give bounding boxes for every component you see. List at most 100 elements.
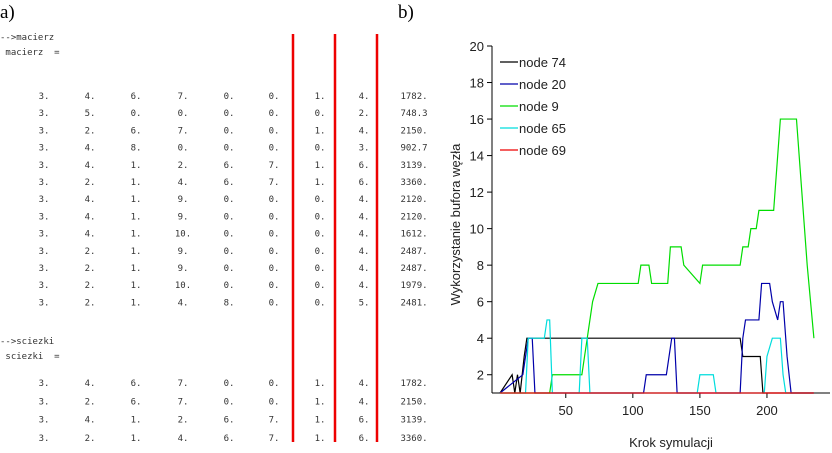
matrix-cell: 0. — [224, 212, 235, 222]
matrix-cell: 4. — [359, 264, 370, 274]
matrix-cell: 0. — [269, 144, 280, 154]
legend-label: node 69 — [519, 143, 566, 158]
matrix-cell: 4. — [178, 434, 189, 444]
matrix-cell: 0. — [269, 195, 280, 205]
matrix-cell: 4. — [85, 379, 96, 389]
matrix-cell: 3. — [39, 434, 50, 444]
matrix-cell: 0. — [224, 126, 235, 136]
matrix-cell: 1. — [131, 281, 142, 291]
matrix-cell: 0. — [315, 144, 326, 154]
console-name: macierz = — [0, 48, 60, 58]
matrix-cell: 3. — [39, 298, 50, 308]
matrix-cell: 3. — [39, 397, 50, 407]
legend-label: node 65 — [519, 121, 566, 136]
series-line — [499, 337, 814, 394]
matrix-cell: 0. — [224, 264, 235, 274]
matrix-cell: 0. — [315, 247, 326, 257]
matrix-cell: 6. — [224, 416, 235, 426]
matrix-cell: 6. — [224, 161, 235, 171]
x-axis-label: Krok symulacji — [629, 435, 713, 450]
matrix-cell: 1. — [131, 195, 142, 205]
matrix-cell: 7. — [178, 92, 189, 102]
y-tick-label: 10 — [470, 222, 484, 237]
matrix-cell: 7. — [178, 126, 189, 136]
console-prompt: -->sciezki — [0, 337, 54, 347]
matrix-cell: 4. — [359, 379, 370, 389]
matrix-cell: 1782. — [400, 92, 427, 102]
matrix-cell: 4. — [359, 397, 370, 407]
matrix-cell: 1. — [131, 247, 142, 257]
matrix-cell: 6. — [131, 397, 142, 407]
matrix-cell: 5. — [85, 109, 96, 119]
matrix-cell: 2. — [178, 161, 189, 171]
matrix-cell: 6. — [224, 434, 235, 444]
matrix-cell: 0. — [269, 298, 280, 308]
matrix-cell: 0. — [269, 264, 280, 274]
console-prompt: -->macierz — [0, 33, 54, 43]
matrix-cell: 3. — [359, 144, 370, 154]
matrix-cell: 4. — [359, 92, 370, 102]
matrix-cell: 1. — [131, 434, 142, 444]
matrix-cell: 3. — [39, 144, 50, 154]
matrix-cell: 3. — [39, 161, 50, 171]
matrix-cell: 2120. — [400, 212, 427, 222]
matrix-cell: 0. — [315, 298, 326, 308]
matrix-cell: 3360. — [400, 434, 427, 444]
matrix-cell: 0. — [315, 212, 326, 222]
matrix-cell: 0. — [315, 264, 326, 274]
matrix-cell: 6. — [131, 92, 142, 102]
matrix-cell: 0. — [315, 195, 326, 205]
matrix-cell: 7. — [269, 161, 280, 171]
series-line — [500, 118, 815, 394]
matrix-cell: 10. — [175, 230, 191, 240]
matrix-cell: 0. — [269, 92, 280, 102]
y-tick-label: 16 — [470, 112, 484, 127]
matrix-cell: 1. — [315, 178, 326, 188]
matrix-cell: 1. — [131, 264, 142, 274]
y-tick-label: 14 — [470, 149, 484, 164]
matrix-cell: 1. — [315, 379, 326, 389]
matrix-cell: 2. — [85, 178, 96, 188]
matrix-cell: 2. — [85, 434, 96, 444]
matrix-cell: 3. — [39, 264, 50, 274]
x-tick-label: 200 — [756, 403, 778, 418]
matrix-cell: 3. — [39, 281, 50, 291]
matrix-cell: 0. — [315, 230, 326, 240]
matrix-cell: 3. — [39, 247, 50, 257]
matrix-cell: 0. — [269, 109, 280, 119]
matrix-cell: 3. — [39, 178, 50, 188]
matrix-cell: 3. — [39, 230, 50, 240]
matrix-cell: 4. — [85, 144, 96, 154]
matrix-cell: 0. — [224, 230, 235, 240]
matrix-cell: 2150. — [400, 397, 427, 407]
matrix-cell: 2. — [85, 264, 96, 274]
matrix-cell: 0. — [269, 281, 280, 291]
y-tick-label: 20 — [470, 39, 484, 54]
matrix-cell: 1. — [315, 126, 326, 136]
x-tick-label: 100 — [622, 403, 644, 418]
matrix-cell: 4. — [359, 195, 370, 205]
matrix-cell: 0. — [315, 109, 326, 119]
matrix-cell: 2487. — [400, 264, 427, 274]
matrix-cell: 2. — [85, 281, 96, 291]
matrix-cell: 2. — [359, 109, 370, 119]
console-name: sciezki = — [0, 352, 60, 362]
matrix-cell: 0. — [224, 144, 235, 154]
matrix-cell: 902.7 — [400, 144, 427, 154]
y-axis-label: Wykorzystanie bufora węzła — [448, 143, 463, 305]
matrix-cell: 2. — [85, 126, 96, 136]
matrix-cell: 7. — [269, 434, 280, 444]
matrix-cell: 7. — [269, 178, 280, 188]
matrix-cell: 5. — [359, 298, 370, 308]
matrix-cell: 9. — [178, 212, 189, 222]
matrix-cell: 3139. — [400, 416, 427, 426]
matrix-cell: 1. — [315, 92, 326, 102]
matrix-cell: 6. — [359, 178, 370, 188]
matrix-cell: 8. — [131, 144, 142, 154]
matrix-cell: 4. — [359, 212, 370, 222]
series-line — [500, 319, 814, 394]
matrix-cell: 6. — [131, 126, 142, 136]
matrix-cell: 4. — [178, 178, 189, 188]
matrix-cell: 4. — [85, 195, 96, 205]
matrix-cell: 1. — [315, 416, 326, 426]
